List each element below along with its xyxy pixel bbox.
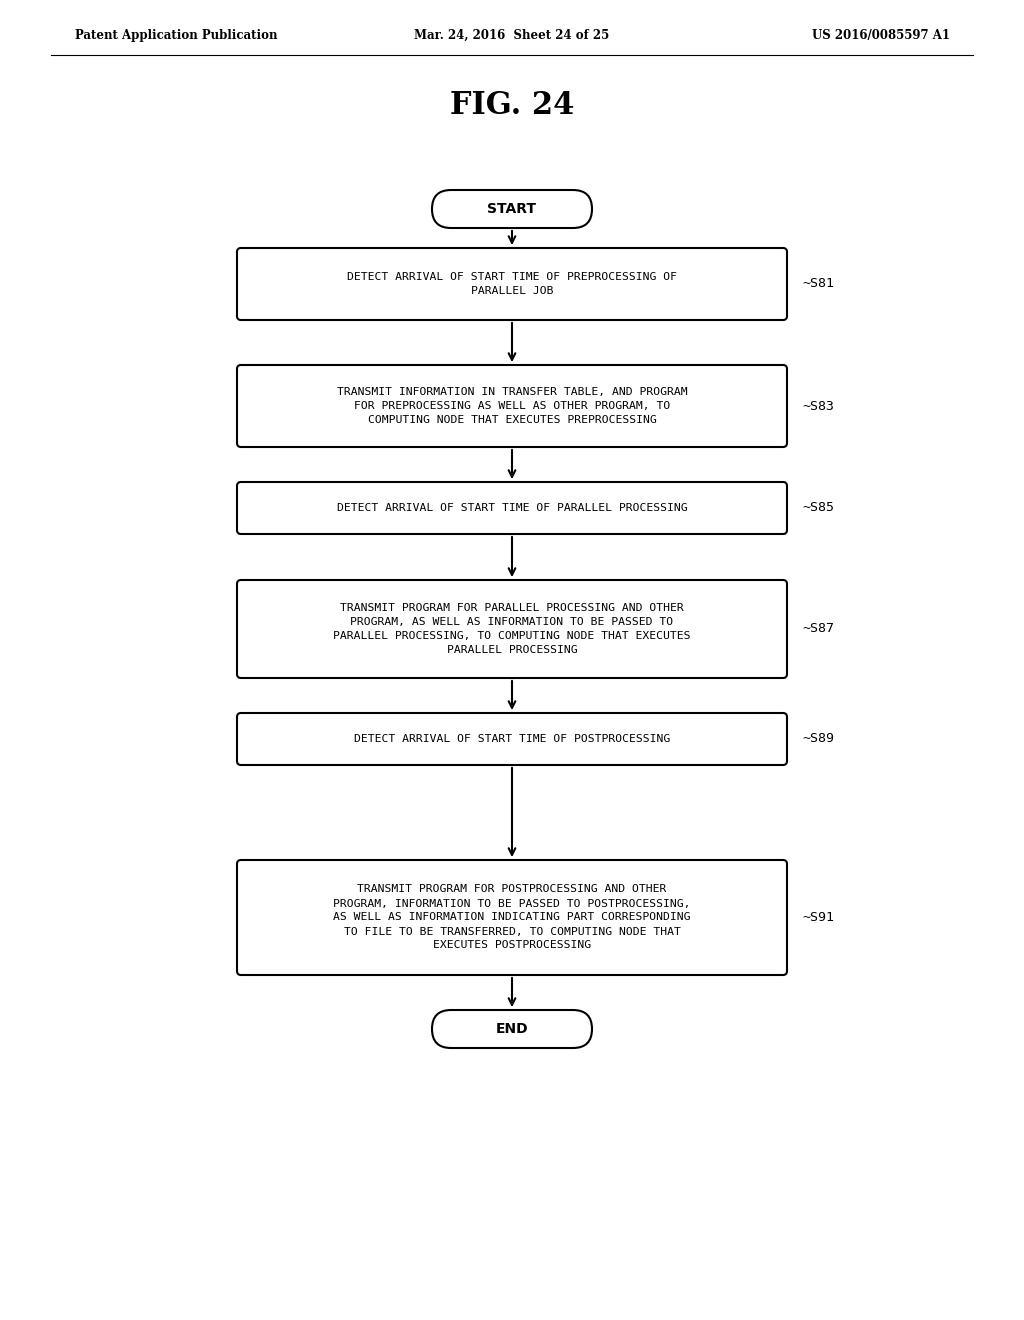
FancyBboxPatch shape bbox=[237, 248, 787, 319]
FancyBboxPatch shape bbox=[432, 1010, 592, 1048]
FancyBboxPatch shape bbox=[237, 366, 787, 447]
Text: DETECT ARRIVAL OF START TIME OF PARALLEL PROCESSING: DETECT ARRIVAL OF START TIME OF PARALLEL… bbox=[337, 503, 687, 513]
Text: TRANSMIT PROGRAM FOR POSTPROCESSING AND OTHER
PROGRAM, INFORMATION TO BE PASSED : TRANSMIT PROGRAM FOR POSTPROCESSING AND … bbox=[333, 884, 691, 950]
Text: DETECT ARRIVAL OF START TIME OF POSTPROCESSING: DETECT ARRIVAL OF START TIME OF POSTPROC… bbox=[354, 734, 670, 744]
Text: Patent Application Publication: Patent Application Publication bbox=[75, 29, 278, 41]
FancyBboxPatch shape bbox=[237, 861, 787, 975]
Text: START: START bbox=[487, 202, 537, 216]
Text: US 2016/0085597 A1: US 2016/0085597 A1 bbox=[812, 29, 950, 41]
FancyBboxPatch shape bbox=[237, 579, 787, 678]
Text: ~S81: ~S81 bbox=[802, 277, 834, 290]
Text: FIG. 24: FIG. 24 bbox=[450, 90, 574, 120]
FancyBboxPatch shape bbox=[237, 482, 787, 535]
Text: TRANSMIT PROGRAM FOR PARALLEL PROCESSING AND OTHER
PROGRAM, AS WELL AS INFORMATI: TRANSMIT PROGRAM FOR PARALLEL PROCESSING… bbox=[333, 603, 691, 655]
Text: ~S85: ~S85 bbox=[802, 502, 834, 515]
Text: END: END bbox=[496, 1022, 528, 1036]
Text: DETECT ARRIVAL OF START TIME OF PREPROCESSING OF
PARALLEL JOB: DETECT ARRIVAL OF START TIME OF PREPROCE… bbox=[347, 272, 677, 296]
Text: ~S91: ~S91 bbox=[802, 911, 834, 924]
Text: ~S89: ~S89 bbox=[802, 733, 834, 746]
Text: ~S87: ~S87 bbox=[802, 623, 834, 635]
Text: Mar. 24, 2016  Sheet 24 of 25: Mar. 24, 2016 Sheet 24 of 25 bbox=[415, 29, 609, 41]
Text: ~S83: ~S83 bbox=[802, 400, 834, 412]
Text: TRANSMIT INFORMATION IN TRANSFER TABLE, AND PROGRAM
FOR PREPROCESSING AS WELL AS: TRANSMIT INFORMATION IN TRANSFER TABLE, … bbox=[337, 387, 687, 425]
FancyBboxPatch shape bbox=[237, 713, 787, 766]
FancyBboxPatch shape bbox=[432, 190, 592, 228]
